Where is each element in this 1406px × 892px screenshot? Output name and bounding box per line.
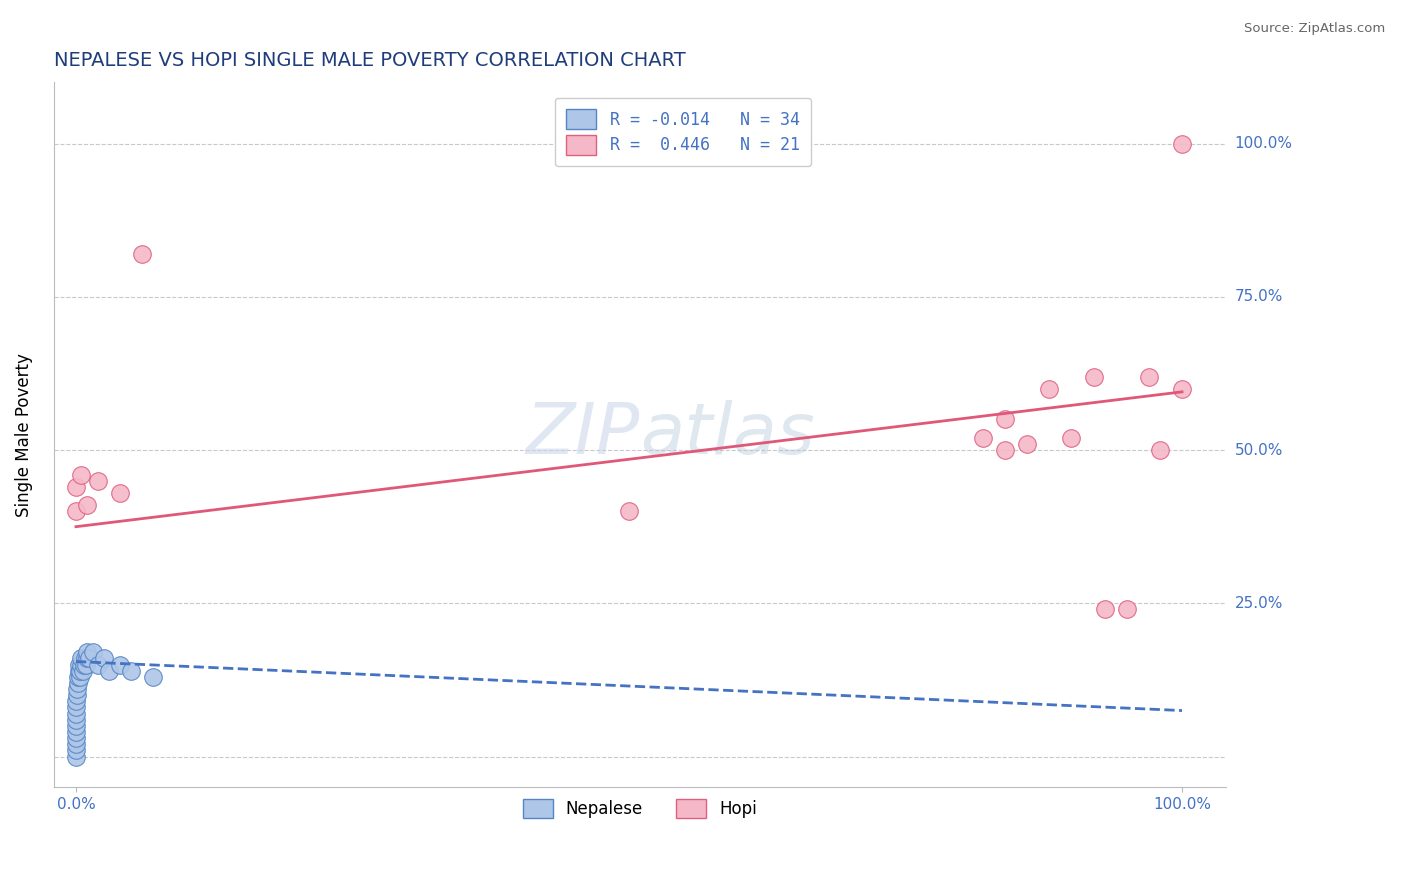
Point xyxy=(76,645,98,659)
Point xyxy=(87,474,110,488)
Point xyxy=(1017,437,1039,451)
Point xyxy=(65,719,87,733)
Point xyxy=(65,480,87,494)
Point xyxy=(994,412,1017,426)
Point xyxy=(70,657,93,672)
Point xyxy=(131,247,153,261)
Text: 50.0%: 50.0% xyxy=(1234,442,1282,458)
Point xyxy=(1171,382,1194,396)
Point xyxy=(67,676,90,690)
Point xyxy=(65,706,87,721)
Point xyxy=(65,713,87,727)
Point xyxy=(66,682,89,697)
Point xyxy=(120,664,142,678)
Point xyxy=(65,743,87,757)
Point xyxy=(65,504,87,518)
Point xyxy=(66,688,89,702)
Point xyxy=(1083,369,1105,384)
Point xyxy=(1149,443,1171,458)
Text: NEPALESE VS HOPI SINGLE MALE POVERTY CORRELATION CHART: NEPALESE VS HOPI SINGLE MALE POVERTY COR… xyxy=(53,51,686,70)
Point xyxy=(75,657,97,672)
Legend: Nepalese, Hopi: Nepalese, Hopi xyxy=(516,792,765,824)
Point xyxy=(70,651,93,665)
Text: ZIP: ZIP xyxy=(526,401,640,469)
Point xyxy=(65,700,87,714)
Text: 75.0%: 75.0% xyxy=(1234,289,1282,304)
Point xyxy=(1094,602,1116,616)
Point xyxy=(67,657,90,672)
Point xyxy=(65,731,87,746)
Point xyxy=(67,664,90,678)
Point xyxy=(98,664,121,678)
Text: 100.0%: 100.0% xyxy=(1234,136,1292,151)
Point xyxy=(65,725,87,739)
Point xyxy=(76,651,98,665)
Point xyxy=(70,467,93,482)
Text: 25.0%: 25.0% xyxy=(1234,596,1282,611)
Point xyxy=(93,651,115,665)
Point xyxy=(1115,602,1137,616)
Point xyxy=(108,657,131,672)
Point xyxy=(617,504,640,518)
Point xyxy=(65,749,87,764)
Point xyxy=(73,657,96,672)
Point xyxy=(72,664,94,678)
Point xyxy=(69,664,91,678)
Point xyxy=(87,657,110,672)
Point xyxy=(972,431,994,445)
Point xyxy=(994,443,1017,458)
Point xyxy=(1038,382,1060,396)
Point xyxy=(1060,431,1083,445)
Point xyxy=(65,694,87,708)
Point xyxy=(142,670,165,684)
Point xyxy=(73,651,96,665)
Point xyxy=(67,670,90,684)
Point xyxy=(82,645,104,659)
Text: Source: ZipAtlas.com: Source: ZipAtlas.com xyxy=(1244,22,1385,36)
Point xyxy=(77,651,100,665)
Point xyxy=(76,498,98,512)
Point xyxy=(1171,136,1194,151)
Point xyxy=(108,486,131,500)
Y-axis label: Single Male Poverty: Single Male Poverty xyxy=(15,353,32,516)
Point xyxy=(1137,369,1160,384)
Text: atlas: atlas xyxy=(640,401,814,469)
Point xyxy=(69,670,91,684)
Point xyxy=(65,737,87,751)
